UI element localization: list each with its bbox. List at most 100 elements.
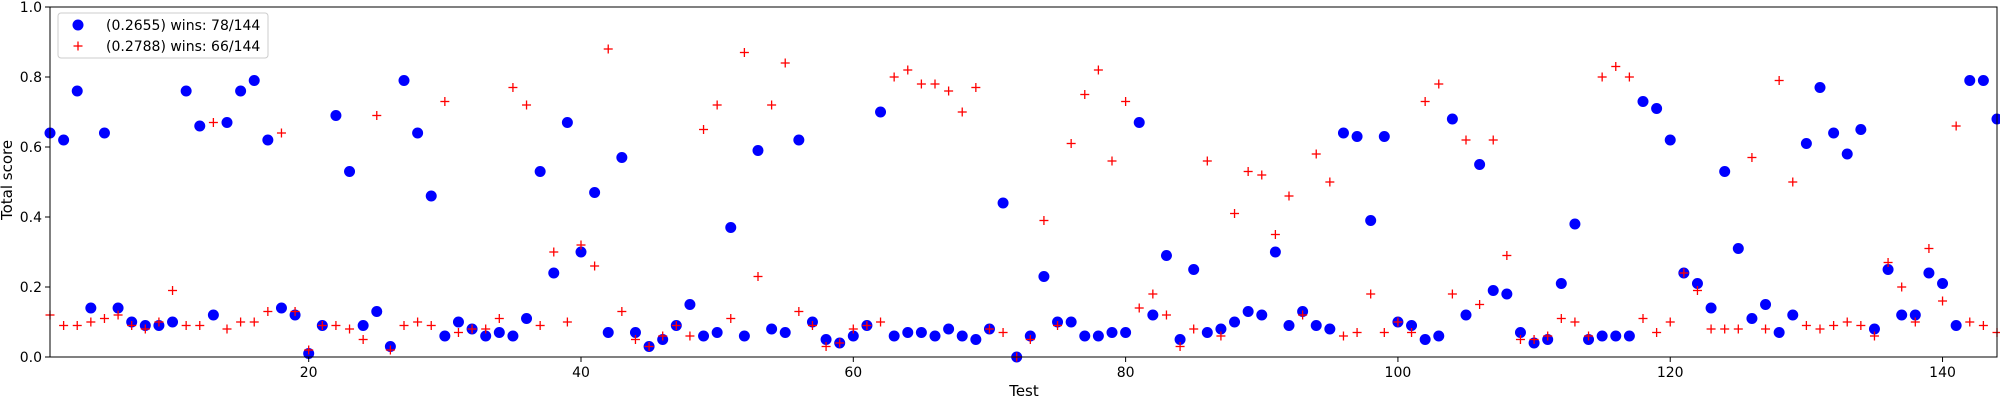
legend-box xyxy=(57,12,269,59)
series-2-point xyxy=(1761,324,1771,334)
series-2-point xyxy=(1053,321,1063,330)
series-2-point xyxy=(699,125,709,134)
series-1-point xyxy=(1855,124,1867,135)
series-1-point xyxy=(1147,309,1159,321)
series-2-point xyxy=(1352,328,1362,337)
series-1-point xyxy=(1419,334,1431,345)
series-1-point xyxy=(371,306,383,317)
series-1-point xyxy=(548,267,560,279)
series-1-point xyxy=(1760,299,1772,310)
series-2-point xyxy=(440,97,450,106)
series-2-point xyxy=(1910,317,1920,327)
series-1-point xyxy=(1991,113,2000,125)
series-2-point xyxy=(1311,149,1321,159)
series-1-point xyxy=(970,334,982,345)
series-2-point xyxy=(1502,251,1512,260)
series-1-point xyxy=(1406,320,1418,331)
x-tick-label: 60 xyxy=(844,365,862,381)
series-1-point xyxy=(521,313,533,324)
series-2-point xyxy=(358,335,368,344)
series-1-point xyxy=(221,117,233,128)
y-tick-label: 0.4 xyxy=(20,210,42,226)
series-2-point xyxy=(1325,177,1335,187)
series-2-point xyxy=(944,86,954,96)
series-2-point xyxy=(494,314,504,323)
series-1-point xyxy=(85,302,97,314)
series-1-point xyxy=(1977,75,1989,86)
series-1-point xyxy=(275,302,287,314)
series-2-point xyxy=(1175,342,1185,351)
series-1-point xyxy=(1651,103,1663,114)
series-2-point xyxy=(1270,230,1280,239)
series-2-point xyxy=(317,321,327,330)
series-2-point xyxy=(1788,177,1798,187)
series-2-point xyxy=(739,48,749,57)
series-1-point xyxy=(1691,278,1703,289)
series-2-point xyxy=(236,317,246,327)
series-1-point xyxy=(1814,82,1826,93)
series-1-point xyxy=(1909,309,1921,321)
series-1-point xyxy=(1460,309,1472,321)
series-1-point xyxy=(1596,330,1608,342)
series-1-point xyxy=(58,134,70,146)
series-1-point xyxy=(1623,330,1635,342)
series-2-point xyxy=(753,272,763,281)
series-2-point xyxy=(767,100,777,110)
series-1-point xyxy=(1800,138,1812,149)
series-1-point xyxy=(1732,243,1744,254)
series-1-point xyxy=(943,323,955,335)
series-1-point xyxy=(1705,302,1717,314)
series-1-point xyxy=(71,85,83,97)
series-2-point xyxy=(1951,121,1961,131)
y-tick-label: 0.6 xyxy=(20,140,42,156)
series-1-point xyxy=(248,75,260,86)
series-2-point xyxy=(1093,65,1103,75)
series-1-point xyxy=(820,334,832,345)
series-2-point xyxy=(1284,191,1294,201)
series-1-point xyxy=(929,330,941,342)
legend-label: (0.2655) wins: 78/144 xyxy=(106,18,260,34)
series-1-point xyxy=(1923,267,1935,279)
series-2-point xyxy=(1965,317,1975,327)
series-2-point xyxy=(835,338,845,348)
series-1-point xyxy=(1106,327,1118,338)
series-1-point xyxy=(1351,131,1363,142)
legend-marker-circle xyxy=(72,19,84,31)
x-tick-label: 20 xyxy=(300,365,318,381)
series-1-point xyxy=(684,299,696,310)
series-1-point xyxy=(1188,264,1200,275)
series-1-point xyxy=(1828,127,1840,139)
series-1-point xyxy=(452,316,464,328)
series-2-point xyxy=(685,331,695,341)
series-2-point xyxy=(862,321,872,330)
series-1-point xyxy=(1841,148,1853,160)
series-2-point xyxy=(930,79,940,89)
series-2-point xyxy=(1938,296,1948,306)
series-2-point xyxy=(426,321,436,330)
series-1-point xyxy=(589,187,601,198)
series-2-point xyxy=(385,345,395,355)
series-2-point xyxy=(113,310,123,320)
series-2-point xyxy=(1570,317,1580,327)
series-1-point xyxy=(752,145,764,156)
series-1-point xyxy=(1610,330,1622,342)
series-2-point xyxy=(1856,321,1866,330)
series-1-point xyxy=(1964,75,1976,86)
x-tick-label: 120 xyxy=(1657,365,1684,381)
series-2-point xyxy=(99,314,109,323)
series-1-point xyxy=(1501,288,1513,300)
series-2-point xyxy=(848,324,858,334)
series-2-point xyxy=(1733,324,1743,334)
series-1-point xyxy=(888,330,900,342)
series-1-point xyxy=(1174,334,1186,345)
series-2-point xyxy=(1515,335,1525,344)
series-2-point xyxy=(1434,79,1444,89)
series-1-point xyxy=(112,302,124,314)
series-1-point xyxy=(412,127,424,139)
series-2-point xyxy=(263,307,273,316)
series-1-point xyxy=(1120,327,1132,338)
series-1-point xyxy=(1555,278,1567,289)
series-1-point xyxy=(1283,320,1295,331)
series-2-point xyxy=(957,107,967,117)
series-1-point xyxy=(480,330,492,342)
